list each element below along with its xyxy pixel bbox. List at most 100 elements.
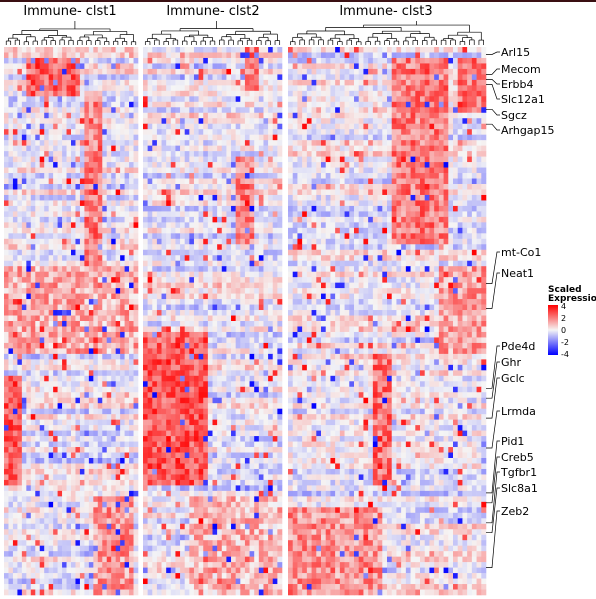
heatmap-cell [134,463,139,469]
heatmap-cell [67,316,72,322]
heatmap-cell [89,474,94,480]
heatmap-cell [236,129,241,135]
heatmap-cell [40,502,45,508]
heatmap-cell [222,195,227,201]
heatmap-cell [107,431,112,437]
heatmap-cell [120,332,125,338]
heatmap-cell [277,124,282,130]
heatmap-cell [263,288,268,294]
heatmap-cell [199,316,204,322]
heatmap-cell [157,85,162,91]
heatmap-cell [58,261,63,267]
heatmap-cell [58,513,63,519]
heatmap-cell [254,69,259,75]
heatmap-cell [44,217,49,223]
heatmap-cell [49,507,54,513]
heatmap-cell [250,91,255,97]
heatmap-cell [80,85,85,91]
heatmap-cell [120,562,125,568]
heatmap-cell [180,173,185,179]
heatmap-cell [185,74,190,80]
heatmap-cell [4,107,9,113]
heatmap-cell [17,272,22,278]
heatmap-cell [31,47,36,53]
heatmap-cell [203,63,208,69]
heatmap-cell [203,146,208,152]
heatmap-cell [58,277,63,283]
heatmap-cell [102,365,107,371]
heatmap-cell [129,162,134,168]
heatmap-cell [8,365,13,371]
heatmap-cell [171,168,176,174]
heatmap-cell [84,316,89,322]
heatmap-cell [129,518,134,524]
heatmap-cell [189,91,194,97]
heatmap-cell [203,288,208,294]
heatmap-cell [71,283,76,289]
heatmap-cell [245,250,250,256]
heatmap-cell [259,74,264,80]
heatmap-cell [236,58,241,64]
heatmap-cell [26,217,31,223]
heatmap-cell [148,266,153,272]
heatmap-cell [226,255,231,261]
heatmap-cell [277,96,282,102]
heatmap-cell [125,195,130,201]
heatmap-cell [26,118,31,124]
heatmap-cell [116,310,121,316]
heatmap-cell [80,200,85,206]
heatmap-cell [89,370,94,376]
heatmap-cell [125,228,130,234]
heatmap-cell [98,294,103,300]
heatmap-cell [171,343,176,349]
heatmap-cell [134,337,139,343]
heatmap-cell [148,239,153,245]
heatmap-cell [31,453,36,459]
heatmap-cell [62,85,67,91]
heatmap-cell [116,283,121,289]
heatmap-cell [203,91,208,97]
heatmap-cell [254,337,259,343]
heatmap-cell [277,63,282,69]
heatmap-cell [111,162,116,168]
heatmap-cell [26,288,31,294]
heatmap-cell [98,568,103,574]
heatmap-cell [189,63,194,69]
heatmap-cell [129,535,134,541]
heatmap-cell [40,184,45,190]
heatmap-cell [152,316,157,322]
heatmap-cell [13,458,18,464]
heatmap-cell [125,463,130,469]
heatmap-cell [8,85,13,91]
heatmap-cell [226,113,231,119]
heatmap-cell [35,222,40,228]
heatmap-cell [171,233,176,239]
heatmap-cell [102,206,107,212]
heatmap-cell [222,168,227,174]
heatmap-cell [268,348,273,354]
heatmap-cell [17,485,22,491]
heatmap-cell [240,244,245,250]
heatmap-cell [175,179,180,185]
heatmap-cell [166,47,171,53]
heatmap-cell [71,85,76,91]
heatmap-cell [162,321,167,327]
heatmap-cell [166,244,171,250]
heatmap-cell [75,546,80,552]
heatmap-cell [171,299,176,305]
heatmap-cell [222,189,227,195]
heatmap-cell [240,195,245,201]
heatmap-cell [111,299,116,305]
heatmap-cell [175,211,180,217]
heatmap-cell [67,365,72,371]
heatmap-cell [58,162,63,168]
heatmap-cell [4,266,9,272]
heatmap-cell [217,337,222,343]
heatmap-cell [17,535,22,541]
heatmap-cell [93,157,98,163]
heatmap-cell [98,474,103,480]
heatmap-cell [199,261,204,267]
heatmap-cell [107,211,112,217]
heatmap-cell [175,332,180,338]
heatmap-cell [157,96,162,102]
